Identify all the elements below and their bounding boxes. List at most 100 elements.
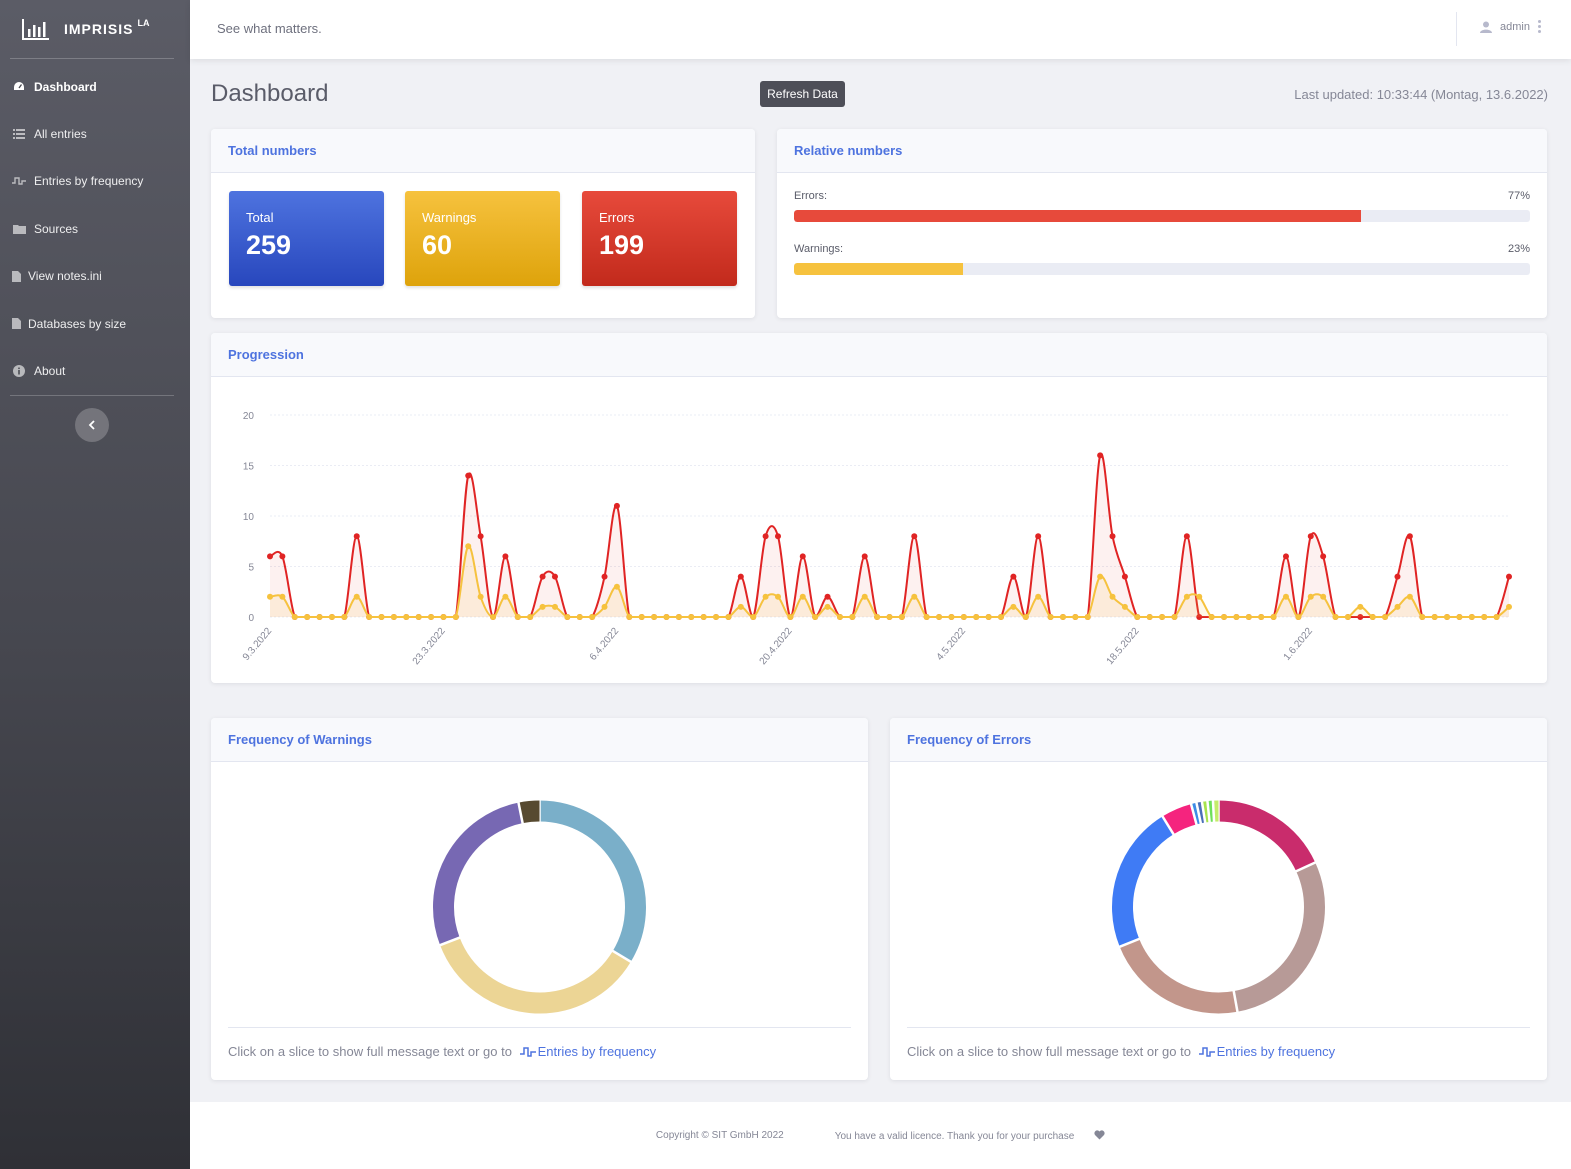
data-point[interactable] [725, 614, 732, 620]
data-point[interactable] [477, 593, 484, 600]
data-point[interactable] [1456, 614, 1463, 620]
data-point[interactable] [737, 573, 744, 580]
sidebar-item-dashboard[interactable]: Dashboard [0, 63, 190, 110]
data-point[interactable] [663, 614, 670, 620]
data-point[interactable] [551, 603, 558, 610]
data-point[interactable] [1282, 593, 1289, 600]
data-point[interactable] [465, 472, 472, 479]
data-point[interactable] [1344, 614, 1351, 620]
data-point[interactable] [1406, 533, 1413, 540]
data-point[interactable] [774, 533, 781, 540]
data-point[interactable] [1183, 593, 1190, 600]
data-point[interactable] [874, 614, 881, 620]
data-point[interactable] [1295, 614, 1302, 620]
data-point[interactable] [762, 593, 769, 600]
data-point[interactable] [1109, 533, 1116, 540]
data-point[interactable] [1394, 573, 1401, 580]
data-point[interactable] [1121, 603, 1128, 610]
data-point[interactable] [774, 593, 781, 600]
data-point[interactable] [378, 614, 385, 620]
data-point[interactable] [1468, 614, 1475, 620]
data-point[interactable] [713, 614, 720, 620]
sidebar-item-about[interactable]: About [0, 347, 190, 394]
data-point[interactable] [304, 614, 311, 620]
sidebar-item-view-notes-ini[interactable]: View notes.ini [0, 253, 190, 300]
data-point[interactable] [787, 614, 794, 620]
data-point[interactable] [539, 573, 546, 580]
data-point[interactable] [1307, 533, 1314, 540]
data-point[interactable] [1010, 573, 1017, 580]
data-point[interactable] [601, 603, 608, 610]
data-point[interactable] [737, 603, 744, 610]
data-point[interactable] [799, 593, 806, 600]
data-point[interactable] [1097, 573, 1104, 580]
data-point[interactable] [279, 593, 286, 600]
data-point[interactable] [613, 502, 620, 509]
data-point[interactable] [762, 533, 769, 540]
data-point[interactable] [1270, 614, 1277, 620]
data-point[interactable] [564, 614, 571, 620]
data-point[interactable] [675, 614, 682, 620]
data-point[interactable] [1506, 573, 1512, 580]
data-point[interactable] [911, 533, 918, 540]
sidebar-toggle-button[interactable] [75, 407, 109, 442]
data-point[interactable] [1444, 614, 1451, 620]
data-point[interactable] [799, 553, 806, 560]
data-point[interactable] [316, 614, 323, 620]
data-point[interactable] [490, 614, 497, 620]
sidebar-item-databases-by-size[interactable]: Databases by size [0, 300, 190, 347]
data-point[interactable] [601, 573, 608, 580]
data-point[interactable] [1035, 533, 1042, 540]
data-point[interactable] [1097, 452, 1104, 459]
donut-slice[interactable] [1119, 938, 1238, 1014]
data-point[interactable] [898, 614, 905, 620]
data-point[interactable] [948, 614, 955, 620]
data-point[interactable] [1059, 614, 1066, 620]
data-point[interactable] [985, 614, 992, 620]
data-point[interactable] [1035, 593, 1042, 600]
data-point[interactable] [428, 614, 435, 620]
data-point[interactable] [1258, 614, 1265, 620]
data-point[interactable] [1196, 614, 1203, 620]
kebab-menu-icon[interactable] [1537, 20, 1541, 33]
data-point[interactable] [1320, 593, 1327, 600]
data-point[interactable] [861, 593, 868, 600]
data-point[interactable] [1245, 614, 1252, 620]
data-point[interactable] [514, 614, 521, 620]
donut-slice[interactable] [1162, 804, 1197, 835]
data-point[interactable] [1332, 614, 1339, 620]
data-point[interactable] [861, 553, 868, 560]
data-point[interactable] [812, 614, 819, 620]
data-point[interactable] [527, 614, 534, 620]
data-point[interactable] [1109, 593, 1116, 600]
data-point[interactable] [328, 614, 335, 620]
donut-slice[interactable] [1112, 816, 1174, 947]
data-point[interactable] [539, 603, 546, 610]
sidebar-item-all-entries[interactable]: All entries [0, 110, 190, 157]
data-point[interactable] [998, 614, 1005, 620]
data-point[interactable] [1146, 614, 1153, 620]
data-point[interactable] [1196, 593, 1203, 600]
donut-slice[interactable] [1218, 800, 1316, 872]
data-point[interactable] [1171, 614, 1178, 620]
data-point[interactable] [1320, 553, 1327, 560]
sidebar-item-entries-by-frequency[interactable]: Entries by frequency [0, 158, 190, 205]
data-point[interactable] [911, 593, 918, 600]
data-point[interactable] [824, 603, 831, 610]
data-point[interactable] [1431, 614, 1438, 620]
data-point[interactable] [267, 553, 273, 560]
data-point[interactable] [576, 614, 583, 620]
data-point[interactable] [638, 614, 645, 620]
data-point[interactable] [960, 614, 967, 620]
data-point[interactable] [936, 614, 943, 620]
data-point[interactable] [700, 614, 707, 620]
data-point[interactable] [551, 573, 558, 580]
data-point[interactable] [341, 614, 348, 620]
data-point[interactable] [353, 593, 360, 600]
data-point[interactable] [415, 614, 422, 620]
data-point[interactable] [1084, 614, 1091, 620]
data-point[interactable] [1159, 614, 1166, 620]
data-point[interactable] [849, 614, 856, 620]
data-point[interactable] [452, 614, 459, 620]
data-point[interactable] [440, 614, 447, 620]
